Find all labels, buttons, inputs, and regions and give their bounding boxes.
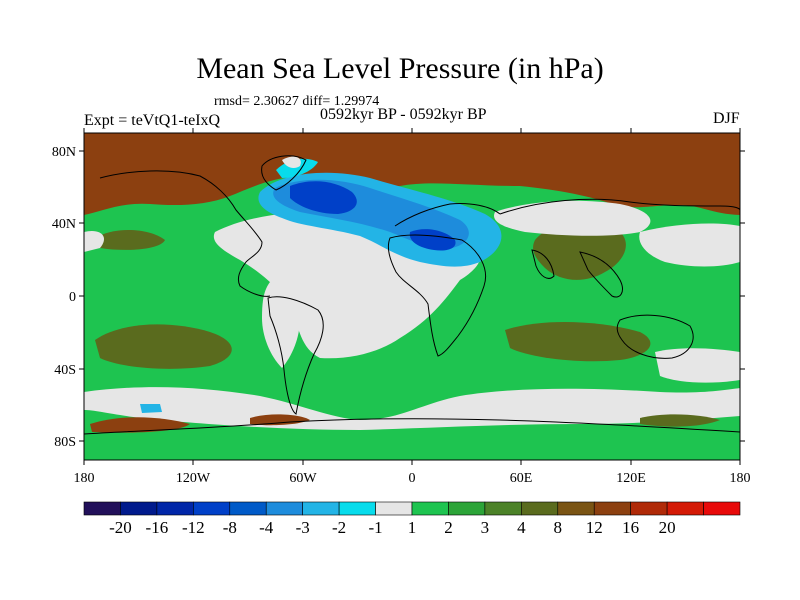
colorbar-label: -20 [109, 518, 132, 537]
field-neutral-greenland [282, 156, 301, 168]
colorbar-swatch [302, 501, 340, 516]
field-olive-indian [505, 321, 651, 362]
colorbar-label: 8 [554, 518, 563, 537]
x-tick-label: 60E [510, 471, 533, 486]
map-panel [83, 132, 741, 461]
coast-india [531, 249, 555, 279]
colorbar-label: 16 [622, 518, 639, 537]
colorbar-label: 1 [408, 518, 417, 537]
field-south-brown-2 [250, 414, 310, 426]
coast-europe [394, 203, 501, 227]
y-tick-label: 80N [52, 145, 76, 160]
colorbar-label: -12 [182, 518, 205, 537]
x-axis: 180 120W 60W 0 60E 120E 180 [74, 128, 751, 486]
field-neutral-nz [655, 348, 740, 383]
colorbar-swatch [156, 501, 194, 516]
colorbar-swatch [666, 501, 704, 516]
rmsd-diff-label: rmsd= 2.30627 diff= 1.29974 [214, 94, 380, 109]
colorbar-swatch [557, 501, 595, 516]
x-tick-label: 180 [74, 471, 95, 486]
coast-africa [387, 234, 486, 357]
coastlines [84, 155, 740, 435]
coast-north-america [99, 170, 271, 297]
colorbar-swatch [448, 501, 486, 516]
colorbar-swatch [375, 501, 413, 516]
experiment-label: Expt = teVtQ1-teIxQ [84, 112, 221, 129]
colorbar-label: 12 [586, 518, 603, 537]
coast-australia [616, 314, 694, 359]
x-tick-label: 180 [730, 471, 751, 486]
colorbar-swatch [265, 501, 303, 516]
field-north-brown [84, 133, 740, 215]
season-label: DJF [713, 110, 740, 127]
field-neutral-east-pacific [262, 282, 300, 368]
coast-south-america [267, 296, 324, 415]
y-tick-label: 40N [52, 217, 76, 232]
colorbar-swatch [703, 501, 741, 516]
colorbar-swatch [411, 501, 449, 516]
coast-greenland [261, 155, 307, 191]
colorbar-swatch [630, 501, 668, 516]
colorbar-label: 4 [517, 518, 526, 537]
field-south-brown-3 [640, 414, 720, 427]
field-olive-ne-pacific [95, 229, 165, 250]
colorbar-label: -16 [146, 518, 169, 537]
colorbar-labels: -20 -16 -12 -8 -4 -3 -2 -1 1 2 3 4 8 12 … [109, 518, 676, 537]
y-tick-label: 40S [54, 363, 76, 378]
colorbar-swatch [521, 501, 559, 516]
x-tick-label: 60W [289, 471, 317, 486]
colorbar-label: -2 [332, 518, 346, 537]
coast-se-asia [579, 251, 623, 298]
colorbar-swatch [120, 501, 158, 516]
colorbar-label: -8 [223, 518, 237, 537]
colorbar-label: -4 [259, 518, 274, 537]
colorbar [83, 501, 741, 516]
colorbar-label: 3 [481, 518, 490, 537]
colorbar-swatch [593, 501, 631, 516]
colorbar-swatch [338, 501, 376, 516]
field-blue-mediterranean [409, 229, 456, 251]
colorbar-label: 20 [659, 518, 676, 537]
field-south-brown-1 [90, 417, 190, 433]
colorbar-label: 2 [444, 518, 453, 537]
field-neutral-west-pacific [84, 230, 105, 252]
chart-title: Mean Sea Level Pressure (in hPa) [196, 52, 604, 85]
x-tick-label: 120E [616, 471, 646, 486]
colorbar-label: -3 [296, 518, 310, 537]
colorbar-label: -1 [368, 518, 382, 537]
coast-asia [499, 198, 740, 215]
field-neutral-southern-ocean [84, 387, 740, 430]
y-tick-label: 0 [69, 290, 76, 305]
colorbar-swatch [193, 501, 231, 516]
x-tick-label: 120W [176, 471, 211, 486]
coast-antarctica [84, 418, 740, 435]
field-olive-asia [533, 221, 626, 280]
period-label: 0592kyr BP - 0592kyr BP [320, 106, 487, 123]
colorbar-swatch [229, 501, 267, 516]
field-neutral-pacific-north [639, 223, 740, 267]
colorbar-swatch [83, 501, 121, 516]
y-tick-label: 80S [54, 435, 76, 450]
field-neutral-asia [494, 200, 651, 236]
x-tick-label: 0 [409, 471, 416, 486]
field-olive-pacific-south [95, 324, 232, 369]
y-axis: 80N 40N 0 40S 80S [52, 145, 745, 450]
colorbar-swatch [484, 501, 522, 516]
field-cyan-south-pacific [140, 404, 162, 413]
field-blue-dark [290, 181, 357, 214]
